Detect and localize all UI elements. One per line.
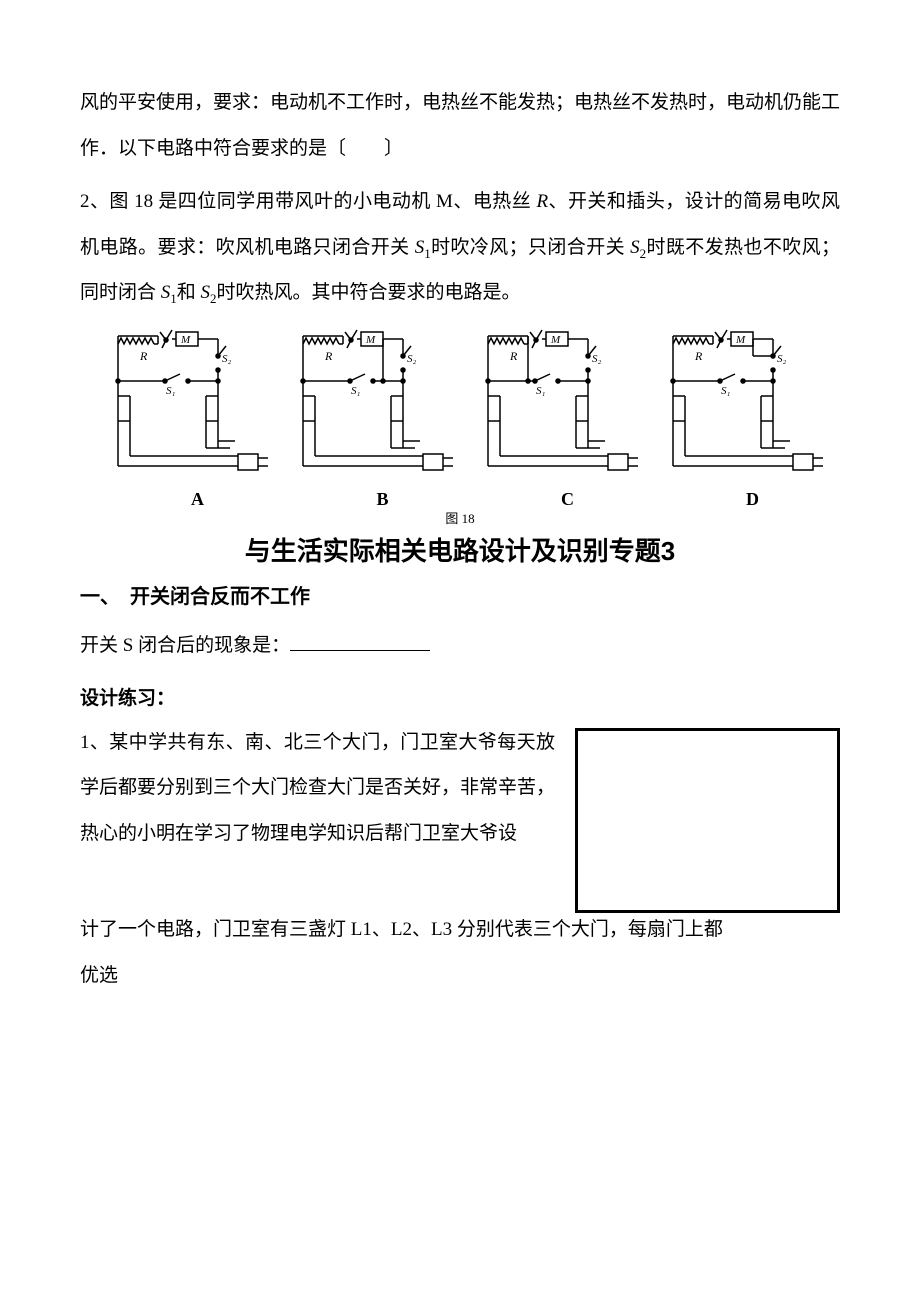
- svg-text:R: R: [139, 349, 148, 363]
- p2-s1b: S: [161, 282, 171, 303]
- svg-text:S₁: S₁: [536, 385, 546, 397]
- svg-text:S₂: S₂: [777, 353, 787, 365]
- circuit-svg-b: R M S₂ S₁: [295, 326, 470, 481]
- p2-s2b: S: [201, 282, 211, 303]
- circuit-svg-d: R M S₂ S₁: [665, 326, 840, 481]
- p2-s1a: S: [415, 237, 425, 258]
- diagram-label-b: B: [376, 489, 388, 510]
- exercise-1-col: 1、某中学共有东、南、北三个大门，门卫室大爷每天放学后都要分别到三个大门检查大门…: [80, 720, 555, 857]
- p2-m2: 时吹冷风；只闭合开关: [431, 237, 630, 258]
- svg-text:M: M: [550, 334, 561, 346]
- p2-end: 时吹热风。其中符合要求的电路是。: [217, 282, 521, 303]
- drawing-box: [575, 728, 840, 913]
- circuit-diagrams-row: R M S₂ S₁ A R M S₂ S₁ B R M S₂ S₁ C R M S₂ S₁ D: [110, 326, 840, 510]
- svg-text:M: M: [365, 334, 376, 346]
- bottom-label: 优选: [80, 960, 840, 987]
- svg-text:S₁: S₁: [351, 385, 361, 397]
- p2-r: R: [536, 191, 548, 212]
- svg-text:R: R: [509, 349, 518, 363]
- phenomenon-label: 开关 S 闭合后的现象是：: [80, 635, 290, 656]
- exercise-label: 设计练习：: [80, 683, 840, 710]
- p2-and: 和: [177, 282, 201, 303]
- circuit-svg-a: R M S₂ S₁: [110, 326, 285, 481]
- diagram-label-d: D: [746, 489, 759, 510]
- section-title: 与生活实际相关电路设计及识别专题3: [80, 531, 840, 568]
- svg-text:M: M: [180, 334, 191, 346]
- phenomenon-line: 开关 S 闭合后的现象是：: [80, 623, 840, 669]
- svg-text:S₂: S₂: [222, 353, 232, 365]
- circuit-svg-c: R M S₂ S₁: [480, 326, 655, 481]
- exercise-with-box: 1、某中学共有东、南、北三个大门，门卫室大爷每天放学后都要分别到三个大门检查大门…: [80, 720, 840, 913]
- blank-underline: [290, 650, 430, 651]
- diagram-a: R M S₂ S₁ A: [110, 326, 285, 510]
- svg-text:S₁: S₁: [721, 385, 731, 397]
- svg-text:M: M: [735, 334, 746, 346]
- exercise-1-cont: 计了一个电路，门卫室有三盏灯 L1、L2、L3 分别代表三个大门，每扇门上都: [80, 907, 840, 953]
- paragraph-2: 2、图 18 是四位同学用带风叶的小电动机 M、电热丝 R、开关和插头，设计的简…: [80, 179, 840, 316]
- svg-text:S₁: S₁: [166, 385, 176, 397]
- subsection-heading: 一、 开关闭合反而不工作: [80, 580, 840, 609]
- svg-text:S₂: S₂: [592, 353, 602, 365]
- diagram-d: R M S₂ S₁ D: [665, 326, 840, 510]
- diagram-label-c: C: [561, 489, 574, 510]
- svg-text:S₂: S₂: [407, 353, 417, 365]
- svg-text:R: R: [324, 349, 333, 363]
- diagram-c: R M S₂ S₁ C: [480, 326, 655, 510]
- header-dots: . .: [100, 85, 291, 101]
- exercise-text-col: 1、某中学共有东、南、北三个大门，门卫室大爷每天放学后都要分别到三个大门检查大门…: [80, 720, 555, 865]
- p2-pre: 2、图 18 是四位同学用带风叶的小电动机 M、电热丝: [80, 191, 536, 212]
- p2-s2: S: [630, 237, 640, 258]
- svg-text:R: R: [694, 349, 703, 363]
- diagram-b: R M S₂ S₁ B: [295, 326, 470, 510]
- figure-caption: 图 18: [80, 508, 840, 527]
- diagram-label-a: A: [191, 489, 204, 510]
